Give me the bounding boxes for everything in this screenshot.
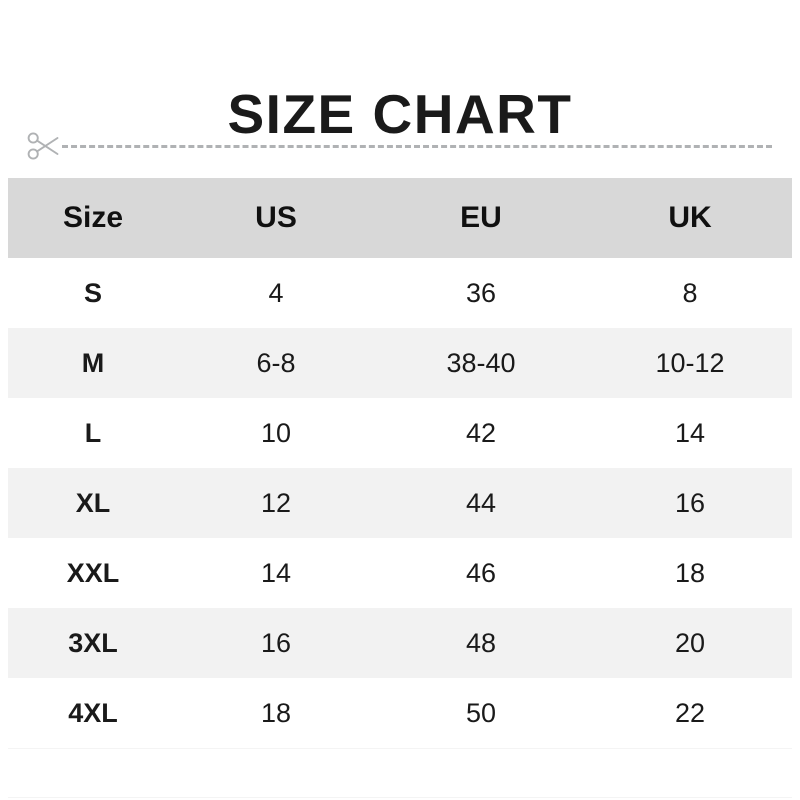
- cell-uk: 16: [588, 468, 792, 538]
- cut-line: [26, 130, 774, 162]
- table-row: L 10 42 14: [8, 398, 792, 468]
- cell-uk: 14: [588, 398, 792, 468]
- cell-eu: 48: [374, 608, 588, 678]
- table-row: M 6-8 38-40 10-12: [8, 328, 792, 398]
- cell-uk: 18: [588, 538, 792, 608]
- table-header: Size US EU UK: [8, 178, 792, 258]
- column-header-size: Size: [8, 178, 178, 258]
- cell-size: L: [8, 398, 178, 468]
- cell-eu: 46: [374, 538, 588, 608]
- cell-size: XL: [8, 468, 178, 538]
- cell-eu: 38-40: [374, 328, 588, 398]
- cell-spacer: [374, 748, 588, 798]
- table-row: XXL 14 46 18: [8, 538, 792, 608]
- size-table-container: Size US EU UK S 4 36 8 M 6-8 38-40 10-12: [8, 178, 792, 798]
- cell-us: 10: [178, 398, 374, 468]
- cell-uk: 10-12: [588, 328, 792, 398]
- cell-us: 12: [178, 468, 374, 538]
- cell-uk: 22: [588, 678, 792, 749]
- column-header-eu: EU: [374, 178, 588, 258]
- cell-us: 4: [178, 258, 374, 328]
- scissors-icon: [27, 132, 59, 160]
- cell-us: 16: [178, 608, 374, 678]
- cell-us: 6-8: [178, 328, 374, 398]
- column-header-uk: UK: [588, 178, 792, 258]
- cell-eu: 42: [374, 398, 588, 468]
- cell-spacer: [178, 748, 374, 798]
- table-header-row: Size US EU UK: [8, 178, 792, 258]
- cell-eu: 44: [374, 468, 588, 538]
- cell-uk: 20: [588, 608, 792, 678]
- cell-uk: 8: [588, 258, 792, 328]
- cell-eu: 50: [374, 678, 588, 749]
- cell-eu: 36: [374, 258, 588, 328]
- cell-us: 14: [178, 538, 374, 608]
- cell-size: M: [8, 328, 178, 398]
- table-body: S 4 36 8 M 6-8 38-40 10-12 L 10 42 14: [8, 258, 792, 798]
- cell-size: XXL: [8, 538, 178, 608]
- cell-size: S: [8, 258, 178, 328]
- table-row: XL 12 44 16: [8, 468, 792, 538]
- cell-size: 3XL: [8, 608, 178, 678]
- cell-spacer: [8, 748, 178, 798]
- page-title-container: SIZE CHART: [0, 50, 800, 179]
- cell-size: 4XL: [8, 678, 178, 749]
- table-row: S 4 36 8: [8, 258, 792, 328]
- column-header-us: US: [178, 178, 374, 258]
- cell-us: 18: [178, 678, 374, 749]
- cell-spacer: [588, 748, 792, 798]
- table-row-spacer: [8, 748, 792, 798]
- dashed-cut-line: [62, 145, 772, 148]
- table-row: 4XL 18 50 22: [8, 678, 792, 749]
- table-row: 3XL 16 48 20: [8, 608, 792, 678]
- size-table: Size US EU UK S 4 36 8 M 6-8 38-40 10-12: [8, 178, 792, 798]
- page-title: SIZE CHART: [227, 82, 573, 145]
